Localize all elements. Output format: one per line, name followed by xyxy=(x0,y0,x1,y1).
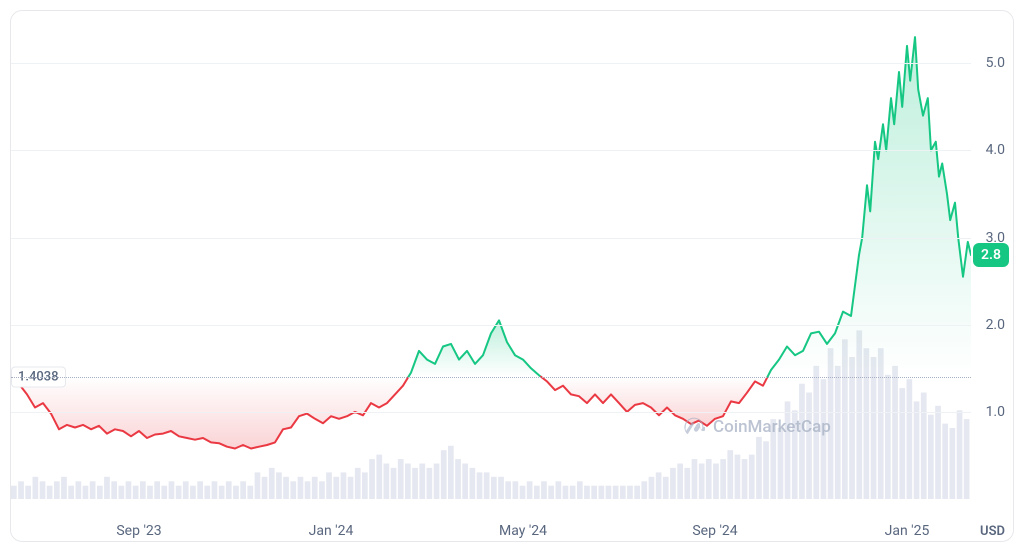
plot-area[interactable]: 1.4038 CoinMarketCap xyxy=(11,11,971,521)
baseline-line xyxy=(11,377,971,378)
x-tick-label: Sep '23 xyxy=(116,523,161,539)
x-tick-label: May '24 xyxy=(499,523,547,539)
currency-unit-label: USD xyxy=(980,524,1005,539)
gridline xyxy=(11,325,971,326)
watermark: CoinMarketCap xyxy=(683,416,831,438)
x-tick-label: Jan '25 xyxy=(885,523,930,539)
coinmarketcap-logo-icon xyxy=(683,416,705,438)
y-tick-label: 1.0 xyxy=(986,404,1005,420)
gridline xyxy=(11,238,971,239)
y-tick-label: 2.0 xyxy=(986,317,1005,333)
current-price-badge: 2.8 xyxy=(973,243,1009,267)
gridline xyxy=(11,63,971,64)
y-tick-label: 4.0 xyxy=(986,142,1005,158)
gridline xyxy=(11,412,971,413)
x-axis: Sep '23 Jan '24 May '24 Sep '24 Jan '25 xyxy=(11,519,971,541)
y-tick-label: 5.0 xyxy=(986,55,1005,71)
x-tick-label: Sep '24 xyxy=(692,523,737,539)
price-chart-container: 1.4038 CoinMarketCap 1.02.03.04.05.0 2.8… xyxy=(10,10,1014,542)
gridline xyxy=(11,150,971,151)
watermark-text: CoinMarketCap xyxy=(713,417,831,437)
x-tick-label: Jan '24 xyxy=(309,523,354,539)
